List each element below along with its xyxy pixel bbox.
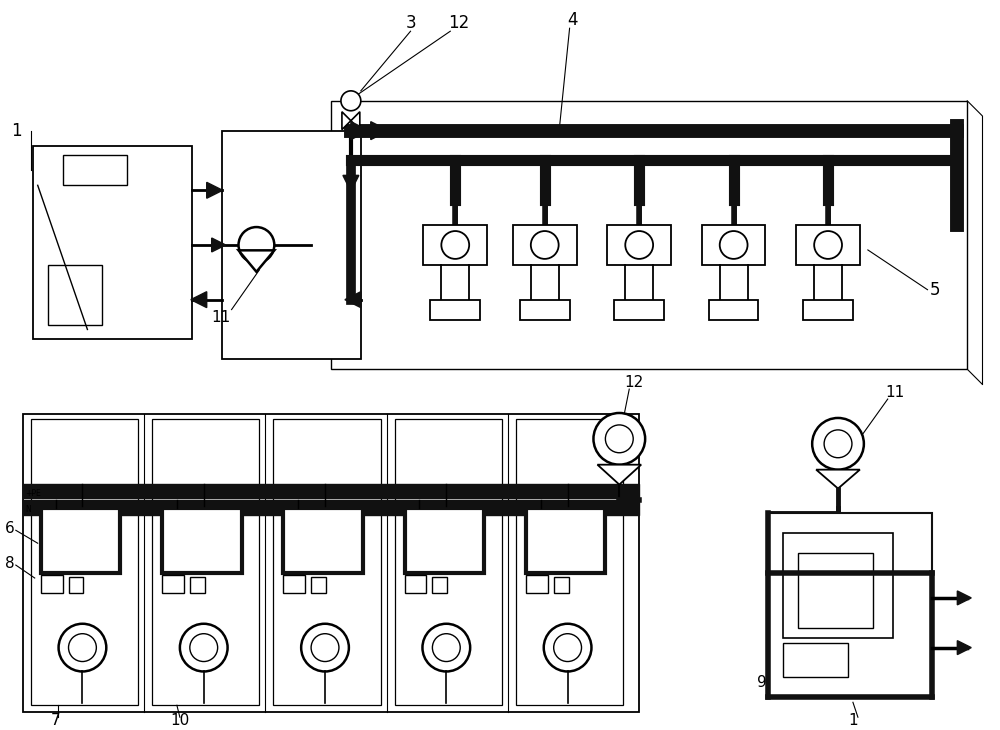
Circle shape <box>190 634 218 661</box>
Bar <box>41 508 120 573</box>
Circle shape <box>544 623 591 672</box>
Bar <box>554 577 569 593</box>
Circle shape <box>432 634 460 661</box>
Bar <box>516 419 623 705</box>
Text: 1: 1 <box>11 122 21 139</box>
Bar <box>33 145 192 339</box>
Polygon shape <box>351 112 360 130</box>
Bar <box>283 508 363 573</box>
Text: 11: 11 <box>212 310 231 325</box>
Bar <box>607 225 671 265</box>
Bar <box>63 155 127 185</box>
Circle shape <box>441 231 469 259</box>
Bar <box>405 508 484 573</box>
Polygon shape <box>371 122 389 139</box>
Bar <box>190 577 205 593</box>
Text: 1: 1 <box>848 713 858 728</box>
Polygon shape <box>212 238 226 252</box>
Circle shape <box>814 231 842 259</box>
Bar <box>273 419 381 705</box>
Bar <box>709 299 758 320</box>
Circle shape <box>824 430 852 458</box>
Bar <box>152 419 259 705</box>
Text: 6: 6 <box>5 521 15 537</box>
Polygon shape <box>957 591 971 605</box>
Polygon shape <box>343 175 359 191</box>
Circle shape <box>554 634 582 661</box>
Bar <box>614 299 664 320</box>
Circle shape <box>311 634 339 661</box>
Bar <box>41 575 63 593</box>
Polygon shape <box>816 469 860 488</box>
Polygon shape <box>191 292 207 307</box>
Text: 9: 9 <box>757 675 766 691</box>
Bar <box>520 299 570 320</box>
Text: 3: 3 <box>406 14 416 32</box>
Text: 10: 10 <box>170 713 189 728</box>
Circle shape <box>301 623 349 672</box>
Polygon shape <box>345 292 361 307</box>
Circle shape <box>69 634 96 661</box>
Polygon shape <box>239 250 274 272</box>
Bar <box>796 225 860 265</box>
Bar <box>405 575 426 593</box>
Circle shape <box>341 91 361 111</box>
Bar <box>69 577 83 593</box>
Bar <box>162 508 242 573</box>
Circle shape <box>720 231 748 259</box>
Bar <box>783 534 893 638</box>
Polygon shape <box>207 182 223 199</box>
Text: 5: 5 <box>929 280 940 299</box>
Bar <box>702 225 765 265</box>
Bar <box>48 265 102 325</box>
Bar <box>31 419 138 705</box>
Circle shape <box>812 418 864 469</box>
Polygon shape <box>597 465 641 485</box>
Text: 7: 7 <box>51 713 60 728</box>
Bar <box>513 225 577 265</box>
Circle shape <box>59 623 106 672</box>
Bar <box>430 299 480 320</box>
Text: +PE: +PE <box>25 488 41 498</box>
Bar <box>395 419 502 705</box>
Bar <box>311 577 326 593</box>
Circle shape <box>625 231 653 259</box>
Bar <box>526 508 605 573</box>
Circle shape <box>531 231 559 259</box>
Text: 12: 12 <box>624 375 644 390</box>
Polygon shape <box>957 641 971 655</box>
Text: 8: 8 <box>5 556 15 571</box>
Circle shape <box>422 623 470 672</box>
Bar <box>162 575 184 593</box>
Text: N: N <box>25 505 31 515</box>
Text: 4: 4 <box>568 11 578 29</box>
Bar <box>526 575 548 593</box>
Circle shape <box>605 425 633 453</box>
Text: 12: 12 <box>448 14 470 32</box>
Bar <box>432 577 447 593</box>
Circle shape <box>239 227 274 263</box>
Circle shape <box>180 623 228 672</box>
Bar <box>798 553 873 628</box>
Bar <box>222 131 361 359</box>
Text: 11: 11 <box>886 385 905 400</box>
Circle shape <box>593 413 645 465</box>
Bar <box>423 225 487 265</box>
Bar <box>331 101 967 369</box>
Polygon shape <box>342 112 351 130</box>
Bar <box>23 414 639 712</box>
Polygon shape <box>351 122 369 139</box>
Bar <box>803 299 853 320</box>
Bar <box>783 642 848 677</box>
Bar <box>283 575 305 593</box>
Bar <box>768 513 932 697</box>
